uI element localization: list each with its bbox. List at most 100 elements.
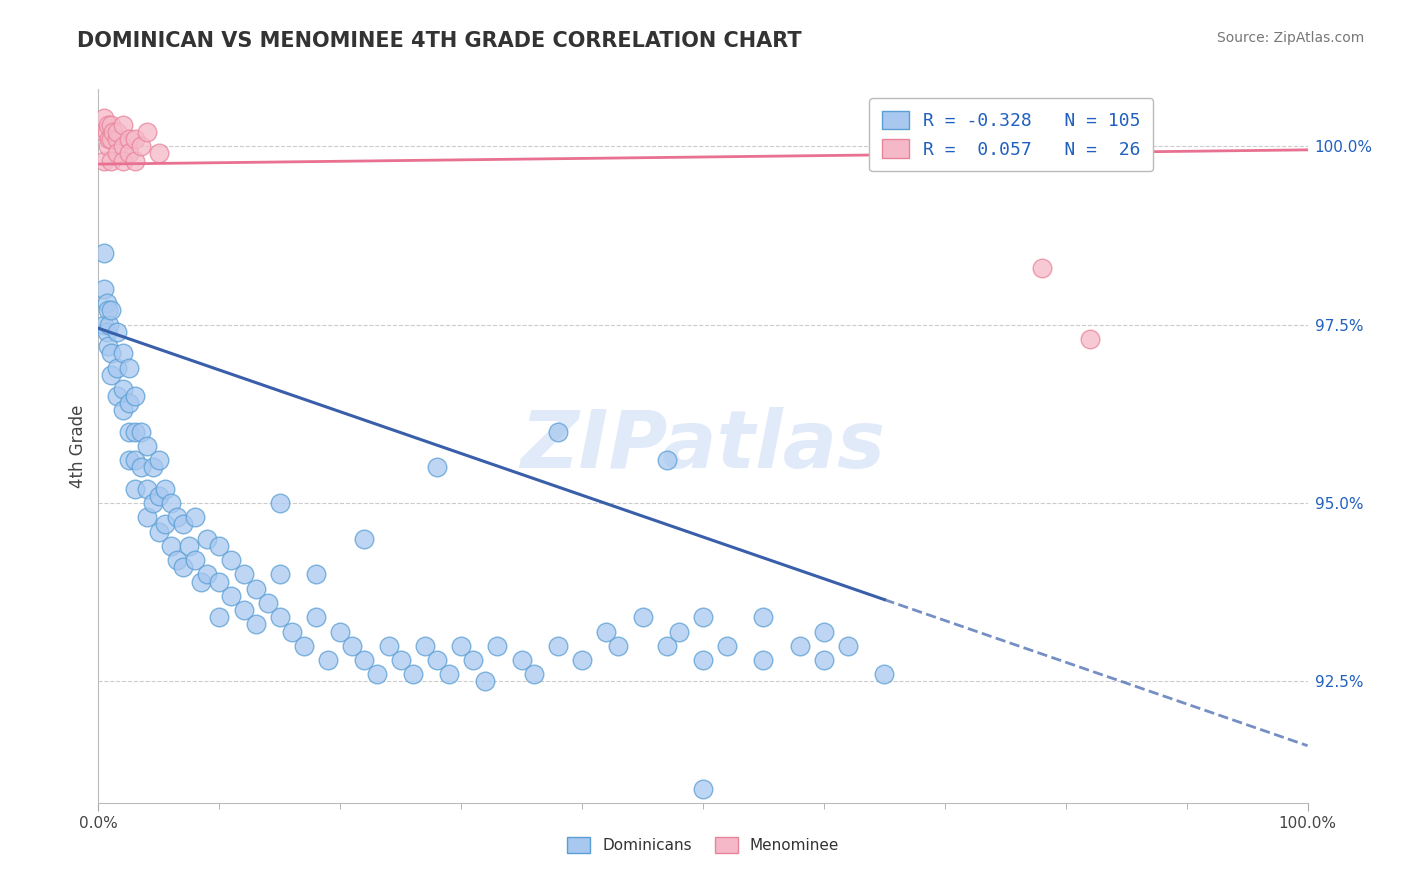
Text: DOMINICAN VS MENOMINEE 4TH GRADE CORRELATION CHART: DOMINICAN VS MENOMINEE 4TH GRADE CORRELA…: [77, 31, 801, 51]
Point: [100, 368, 122, 382]
Point: [153, 517, 176, 532]
Point: [98, 132, 121, 146]
Point: [97, 139, 120, 153]
Point: [631, 610, 654, 624]
Point: [124, 425, 146, 439]
Point: [97, 339, 120, 353]
Point: [426, 460, 449, 475]
Point: [342, 639, 364, 653]
Point: [269, 567, 291, 582]
Point: [281, 624, 304, 639]
Point: [148, 524, 170, 539]
Point: [135, 482, 157, 496]
Point: [129, 425, 152, 439]
Point: [184, 510, 207, 524]
Point: [837, 639, 859, 653]
Point: [692, 610, 714, 624]
Point: [111, 118, 134, 132]
Point: [118, 132, 141, 146]
Point: [813, 653, 835, 667]
Point: [195, 532, 218, 546]
Point: [245, 617, 267, 632]
Point: [105, 360, 128, 375]
Point: [316, 653, 339, 667]
Point: [148, 453, 170, 467]
Point: [716, 639, 738, 653]
Point: [789, 639, 811, 653]
Point: [655, 639, 678, 653]
Point: [547, 639, 569, 653]
Point: [135, 510, 157, 524]
Point: [221, 589, 243, 603]
Point: [129, 460, 152, 475]
Point: [813, 624, 835, 639]
Point: [668, 624, 690, 639]
Point: [98, 318, 121, 332]
Point: [692, 781, 714, 796]
Point: [221, 553, 243, 567]
Point: [389, 653, 412, 667]
Point: [93, 246, 115, 260]
Point: [111, 382, 134, 396]
Point: [245, 582, 267, 596]
Point: [96, 125, 118, 139]
Text: Source: ZipAtlas.com: Source: ZipAtlas.com: [1216, 31, 1364, 45]
Point: [269, 496, 291, 510]
Point: [101, 125, 124, 139]
Point: [305, 610, 328, 624]
Point: [105, 389, 128, 403]
Point: [510, 653, 533, 667]
Point: [93, 153, 115, 168]
Point: [166, 553, 188, 567]
Point: [100, 153, 122, 168]
Point: [105, 132, 128, 146]
Point: [377, 639, 399, 653]
Point: [366, 667, 388, 681]
Point: [160, 496, 183, 510]
Point: [96, 325, 118, 339]
Point: [118, 146, 141, 161]
Point: [437, 667, 460, 681]
Point: [100, 118, 122, 132]
Point: [190, 574, 212, 589]
Point: [97, 303, 120, 318]
Point: [111, 139, 134, 153]
Point: [135, 439, 157, 453]
Point: [179, 539, 201, 553]
Point: [232, 603, 254, 617]
Point: [142, 460, 165, 475]
Point: [195, 567, 218, 582]
Point: [474, 674, 496, 689]
Point: [547, 425, 569, 439]
Point: [655, 453, 678, 467]
Point: [426, 653, 449, 667]
Point: [118, 453, 141, 467]
Point: [873, 667, 896, 681]
Y-axis label: 4th Grade: 4th Grade: [69, 404, 87, 488]
Point: [160, 539, 183, 553]
Point: [100, 346, 122, 360]
Point: [208, 539, 231, 553]
Point: [571, 653, 593, 667]
Point: [97, 118, 120, 132]
Point: [172, 560, 194, 574]
Legend: Dominicans, Menominee: Dominicans, Menominee: [561, 831, 845, 859]
Point: [595, 624, 617, 639]
Point: [413, 639, 436, 653]
Point: [232, 567, 254, 582]
Point: [124, 132, 146, 146]
Point: [93, 318, 115, 332]
Point: [292, 639, 315, 653]
Point: [402, 667, 425, 681]
Point: [93, 282, 115, 296]
Point: [208, 574, 231, 589]
Point: [305, 567, 328, 582]
Point: [752, 653, 775, 667]
Point: [208, 610, 231, 624]
Point: [172, 517, 194, 532]
Point: [100, 303, 122, 318]
Point: [124, 153, 146, 168]
Point: [135, 125, 157, 139]
Point: [105, 146, 128, 161]
Point: [692, 653, 714, 667]
